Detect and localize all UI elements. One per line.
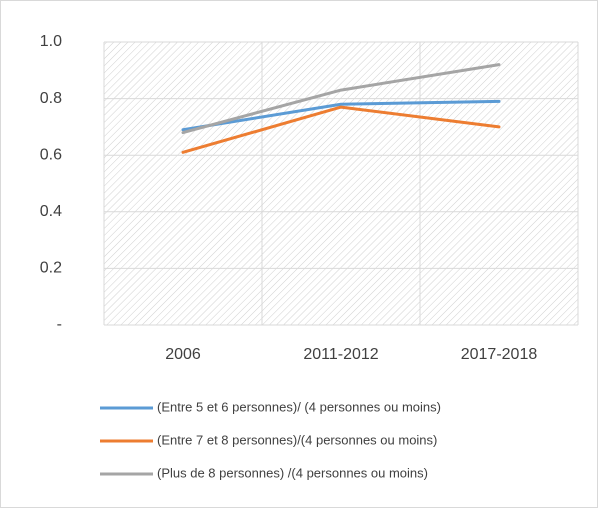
legend-label: (Entre 7 et 8 personnes)/(4 personnes ou… xyxy=(157,432,437,447)
y-tick-label: 0.6 xyxy=(40,146,62,163)
series-line xyxy=(181,105,501,154)
legend-label: (Entre 5 et 6 personnes)/ (4 personnes o… xyxy=(157,399,441,414)
x-tick-label: 2011-2012 xyxy=(303,346,378,363)
x-tick-label: 2006 xyxy=(165,346,201,363)
series-line xyxy=(181,63,501,135)
legend-label: (Plus de 8 personnes) /(4 personnes ou m… xyxy=(157,465,428,480)
x-tick-label: 2017-2018 xyxy=(461,346,538,363)
series-line xyxy=(181,99,501,132)
y-tick-label: 0.8 xyxy=(40,90,62,107)
y-tick-label: 1.0 xyxy=(40,33,62,50)
y-tick-label: 0.2 xyxy=(40,260,62,277)
plot-area xyxy=(104,42,578,325)
y-tick-label: 0.4 xyxy=(40,203,62,220)
y-tick-label: - xyxy=(57,316,62,333)
